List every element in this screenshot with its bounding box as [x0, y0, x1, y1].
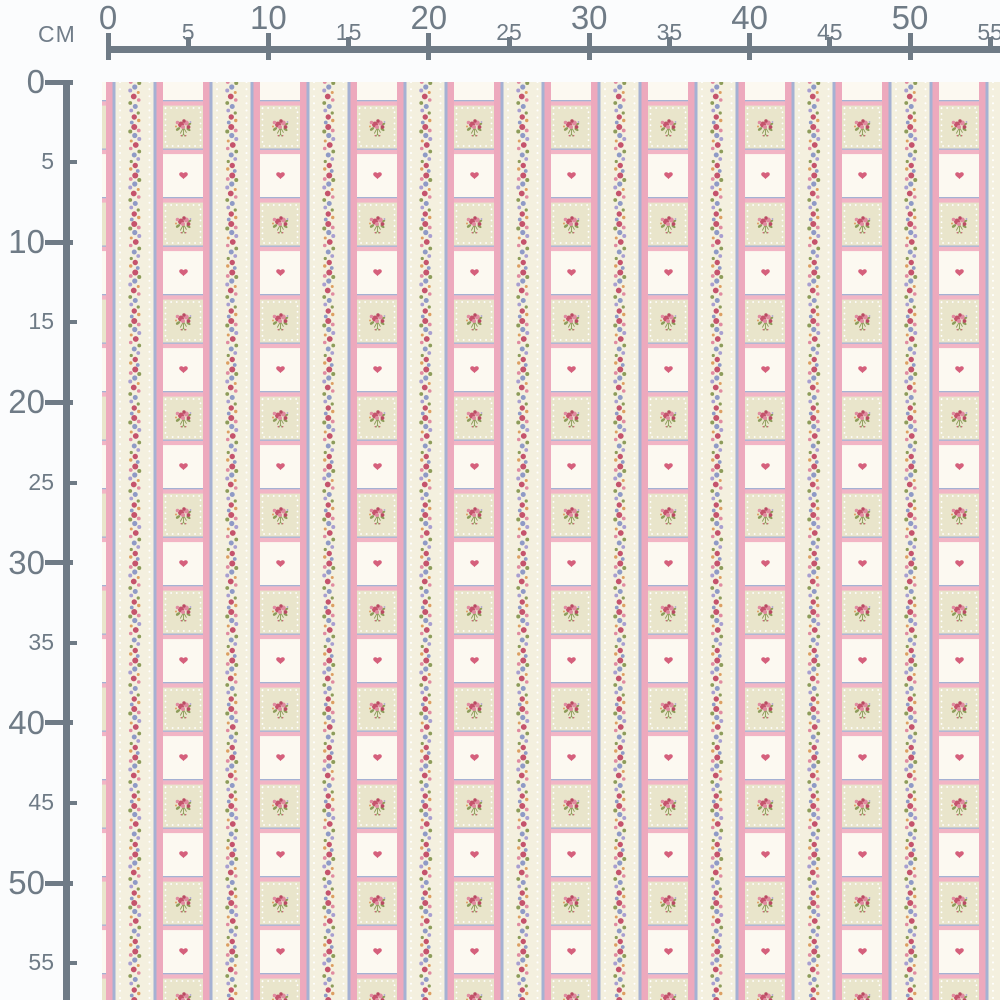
ruler-number: 40 — [8, 703, 45, 741]
ruler-tick — [45, 560, 73, 566]
ruler-number: 35 — [28, 628, 54, 655]
ruler-tick — [747, 33, 753, 60]
ruler-tick — [45, 399, 73, 405]
ruler-number: 30 — [8, 543, 45, 581]
ruler-tick — [63, 160, 77, 165]
ruler-number: 45 — [28, 788, 54, 815]
ruler-tick — [63, 961, 77, 966]
ruler-number: 0 — [26, 62, 45, 100]
ruler-tick — [63, 800, 77, 805]
ruler-number: 5 — [41, 148, 54, 175]
ruler-tick — [666, 37, 672, 53]
ruler-number: 55 — [977, 19, 1000, 45]
ruler-tick — [265, 33, 271, 60]
ruler-tick — [346, 37, 352, 53]
ruler-number: 5 — [181, 19, 195, 45]
fabric-swatch — [102, 82, 1000, 1000]
ruler-number: 30 — [570, 0, 608, 36]
ruler-number: 15 — [335, 19, 362, 45]
ruler-number: 25 — [496, 19, 522, 45]
ruler-tick — [63, 320, 77, 325]
ruler-horizontal-bar — [106, 46, 1000, 53]
ruler-number: 50 — [8, 863, 45, 901]
ruler-tick — [63, 640, 77, 645]
ruler-tick — [586, 33, 592, 60]
ruler-number: 55 — [28, 949, 54, 976]
ruler-number: 40 — [731, 0, 768, 36]
ruler-tick — [45, 720, 73, 726]
ruler-number: 10 — [8, 223, 45, 261]
ruler-number: 20 — [410, 0, 448, 36]
ruler-vertical-bar — [63, 82, 70, 1000]
ruler-tick — [827, 37, 833, 53]
ruler-tick — [185, 37, 191, 53]
ruler-number: 45 — [817, 19, 843, 45]
ruler-tick — [45, 239, 73, 245]
ruler-tick — [506, 37, 512, 53]
ruler-number: 0 — [98, 0, 118, 36]
ruler-tick — [426, 33, 432, 60]
ruler-number: 20 — [8, 383, 45, 421]
ruler-tick — [105, 33, 111, 60]
ruler-number: 25 — [28, 468, 54, 495]
ruler-number: 15 — [28, 308, 54, 335]
ruler-number: 10 — [250, 0, 287, 36]
fabric-pattern-image — [102, 82, 1000, 1000]
ruler-tick — [987, 37, 993, 53]
ruler-unit-label: CM — [38, 21, 76, 47]
ruler-tick — [45, 79, 73, 85]
ruler-tick — [63, 480, 77, 485]
ruler-number: 35 — [656, 19, 683, 45]
ruler-tick — [907, 33, 913, 60]
ruler-number: 50 — [891, 0, 929, 36]
ruler-tick — [45, 880, 73, 886]
